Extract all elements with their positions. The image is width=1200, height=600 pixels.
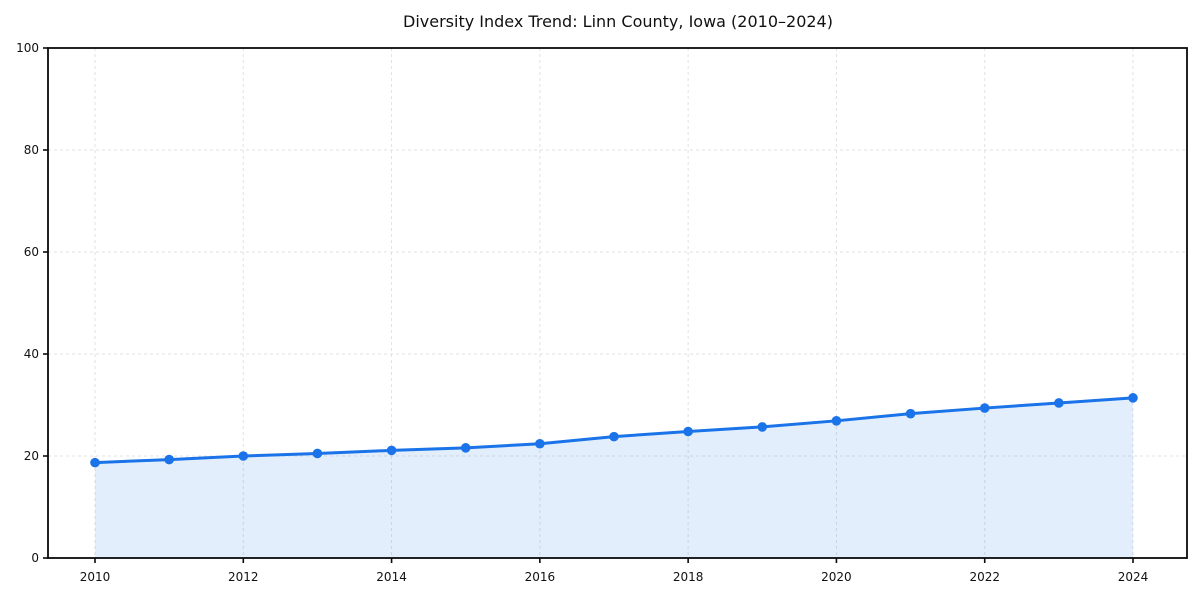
x-tick-label: 2012 [228,570,259,584]
x-tick-label: 2024 [1118,570,1149,584]
y-tick-label: 60 [24,245,39,259]
x-tick-label: 2014 [376,570,407,584]
data-point [757,422,768,432]
plot-border [47,47,1188,559]
data-point [460,443,471,453]
data-point [1128,393,1138,403]
y-tick-label: 0 [31,551,39,565]
data-point [386,445,397,456]
data-point [609,431,619,442]
data-point [238,451,249,461]
data-point [905,408,916,419]
data-point [90,457,100,468]
y-tick-label: 40 [24,347,39,361]
y-tick-label: 80 [24,143,39,157]
x-tick-label: 2016 [525,570,556,584]
x-tick-label: 2022 [969,570,1000,584]
chart-title: Diversity Index Trend: Linn County, Iowa… [403,12,833,31]
area-fill [95,397,1133,558]
data-point [831,416,842,426]
y-tick-label: 100 [16,41,39,55]
y-tick-label: 20 [24,449,39,463]
data-point [979,403,990,413]
x-tick-label: 2010 [80,570,111,584]
data-point [1054,398,1064,408]
data-point [683,426,693,437]
data-point [535,438,545,449]
x-tick-label: 2018 [673,570,704,584]
data-point [312,448,323,459]
data-point [164,454,174,465]
x-tick-label: 2020 [821,570,852,584]
